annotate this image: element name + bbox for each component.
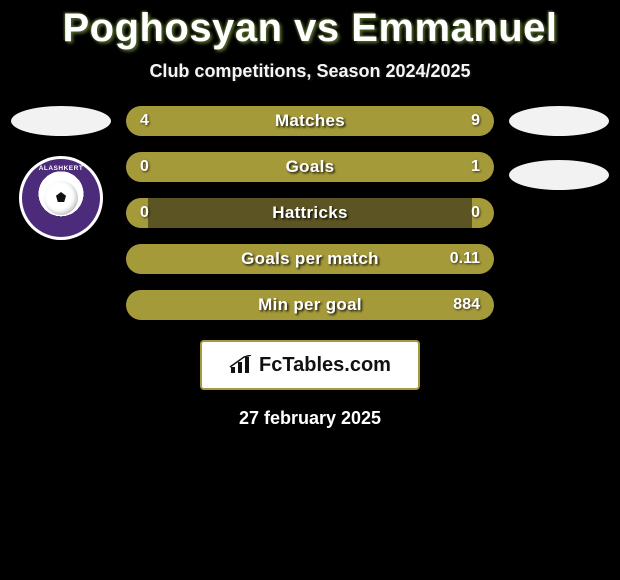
right-player-avatar-placeholder (509, 106, 609, 136)
comparison-infographic: Poghosyan vs Emmanuel Club competitions,… (0, 0, 620, 580)
stat-label: Matches (126, 111, 494, 131)
brand-box[interactable]: FcTables.com (200, 340, 420, 390)
left-club-badge: ALASHKERT (19, 156, 103, 240)
stat-bar: 884Min per goal (126, 290, 494, 320)
stat-bar: 00Hattricks (126, 198, 494, 228)
stat-bar: 49Matches (126, 106, 494, 136)
main-row: ALASHKERT 49Matches 01Goals 00Hattricks 0.1… (0, 106, 620, 320)
stat-label: Min per goal (126, 295, 494, 315)
football-icon (44, 181, 78, 215)
date-line: 27 february 2025 (0, 408, 620, 429)
left-player-column: ALASHKERT (6, 106, 116, 320)
left-player-avatar-placeholder (11, 106, 111, 136)
right-player-column (504, 106, 614, 320)
page-title: Poghosyan vs Emmanuel (0, 0, 620, 51)
stat-bar: 0.11Goals per match (126, 244, 494, 274)
stat-label: Hattricks (126, 203, 494, 223)
stat-bar: 01Goals (126, 152, 494, 182)
stats-column: 49Matches 01Goals 00Hattricks 0.11Goals per… (116, 106, 504, 320)
stat-label: Goals per match (126, 249, 494, 269)
page-subtitle: Club competitions, Season 2024/2025 (0, 61, 620, 82)
brand-text: FcTables.com (259, 354, 391, 377)
stat-label: Goals (126, 157, 494, 177)
right-club-badge-placeholder (509, 160, 609, 190)
bar-chart-icon (229, 355, 253, 375)
left-club-name: ALASHKERT (39, 165, 84, 172)
